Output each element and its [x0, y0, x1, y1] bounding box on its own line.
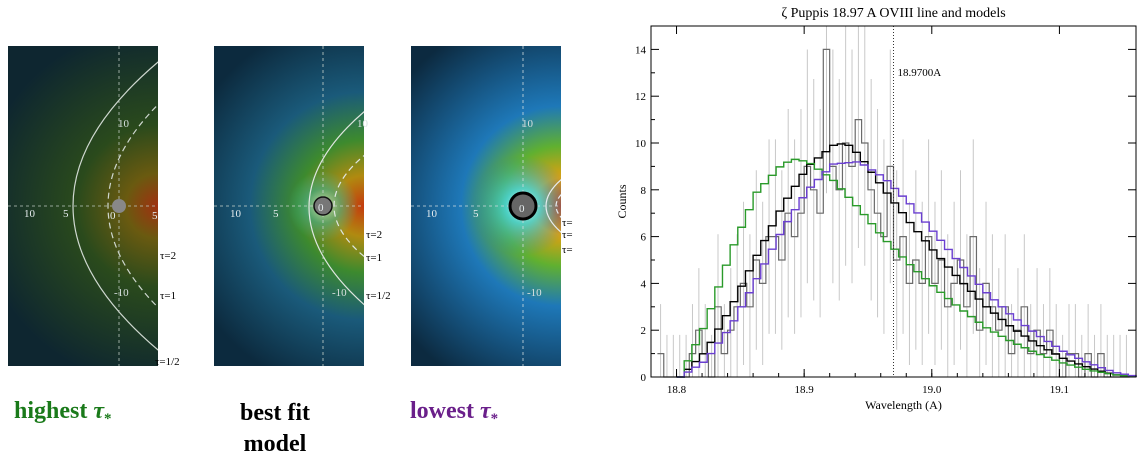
panel-high-x-tick-label: 5: [152, 210, 158, 222]
chart-title: ζ Puppis 18.97 A OVIII line and models: [781, 6, 1005, 21]
panel-best-x-tick-label: 0: [318, 202, 324, 214]
star-disk: [112, 199, 126, 213]
x-tick-label: 18.8: [667, 384, 687, 396]
panel-high-tau-label: τ=2: [160, 250, 177, 262]
panel-best-tau-label: τ=1: [366, 252, 383, 264]
y-tick-label: 6: [641, 232, 647, 244]
tau-one-contour: [107, 103, 158, 309]
plot-frame: [650, 25, 1137, 378]
panel-high-y-tick-label: 10: [118, 118, 129, 130]
panel-best-tau-label: τ=2: [366, 229, 383, 241]
star-disk: [313, 196, 333, 216]
x-tick-label: 19.0: [922, 384, 942, 396]
model-panel-highest-tau: [8, 46, 158, 366]
panel-low-tau-label: τ=: [562, 244, 573, 256]
panel-best-x-tick-label: 5: [273, 208, 279, 220]
x-tick-label: 18.9: [795, 384, 815, 396]
tau-half-contour: [308, 111, 364, 306]
caption-best-line1: best fit: [240, 400, 310, 426]
panel-low-y-tick-label: -10: [527, 287, 542, 299]
model-series-1: [676, 158, 1137, 378]
y-axis-label: Counts: [615, 184, 629, 218]
panel-best-tau-label: τ=1/2: [366, 290, 391, 302]
caption-highest-tau: highest τ*: [14, 398, 184, 428]
data-histogram: [657, 48, 1130, 378]
reference-line-label: 18.9700A: [898, 67, 942, 79]
panel-high-tau-label: τ=1/2: [155, 356, 180, 368]
y-tick-label: 2: [641, 325, 647, 337]
panel-best-x-tick-label: 10: [230, 208, 241, 220]
star-disk: [508, 191, 538, 221]
tau-symbol: τ: [479, 398, 491, 424]
panel-high-x-tick-label: 10: [24, 208, 35, 220]
model-panel-lowest-tau: [411, 46, 561, 366]
y-tick-label: 14: [635, 44, 647, 56]
panel-low-x-tick-label: 0: [519, 203, 525, 215]
caption-lowest-word: lowest: [410, 398, 474, 424]
x-tick-label: 19.1: [1050, 384, 1069, 396]
panel-low-x-tick-label: 5: [473, 208, 479, 220]
y-tick-label: 10: [635, 138, 647, 150]
panel-high-y-tick-label: -10: [114, 287, 129, 299]
panel-low-tau-label: τ=: [562, 229, 573, 241]
tau-half-contour: [72, 61, 158, 351]
tau-symbol: τ: [93, 398, 105, 424]
caption-highest-word: highest: [14, 398, 88, 424]
caption-lowest-tau: lowest τ*: [410, 398, 600, 428]
panel-high-tau-label: τ=1: [160, 290, 177, 302]
caption-best-fit: best fit model: [200, 398, 350, 460]
y-tick-label: 12: [635, 91, 646, 103]
caption-best-line2: model: [243, 431, 307, 457]
panel-best-y-tick-label: -10: [332, 287, 347, 299]
tau-subscript: *: [490, 411, 499, 427]
panel-low-x-tick-label: 10: [426, 208, 437, 220]
y-tick-label: 8: [641, 185, 647, 197]
model-series-2: [676, 161, 1137, 378]
panel-low-y-tick-label: 10: [522, 118, 533, 130]
y-tick-label: 4: [641, 278, 647, 290]
model-panel-best-fit: [214, 46, 364, 366]
line-profile-chart: ζ Puppis 18.97 A OVIII line and models 18…: [600, 0, 1144, 468]
model-series-0: [676, 143, 1137, 378]
panel-high-x-tick-label: 5: [63, 208, 69, 220]
panel-best-y-tick-label: 10: [357, 118, 368, 130]
panel-high-x-tick-label: 0: [110, 210, 116, 222]
x-axis-label: Wavelength (A): [865, 398, 942, 412]
y-tick-label: 0: [641, 372, 647, 384]
panel-low-tau-label: τ=: [562, 217, 573, 229]
tau-subscript: *: [104, 411, 112, 427]
